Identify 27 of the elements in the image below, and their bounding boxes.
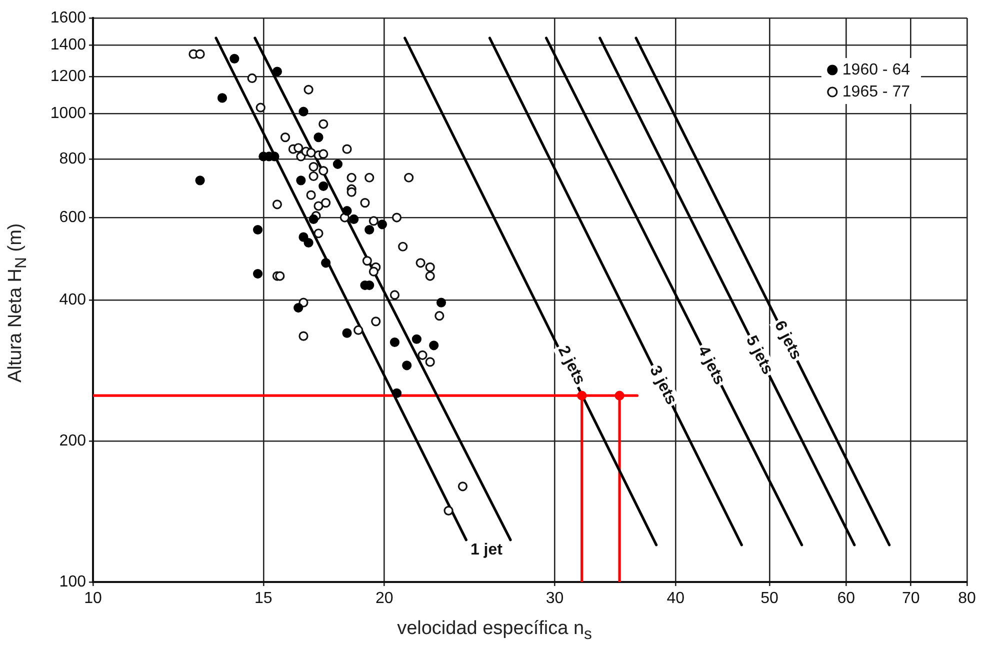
annotation: 1 jet	[470, 541, 504, 558]
y-tick-label: 200	[59, 432, 86, 450]
annotation: 3 jets	[646, 363, 680, 408]
legend-label: 1960 - 64	[842, 61, 910, 78]
x-tick-label: 60	[837, 590, 856, 608]
y-tick-label: 400	[59, 291, 86, 308]
y-tick-label: 1200	[50, 68, 86, 85]
y-tick-label: 1000	[50, 105, 86, 122]
x-tick-label: 20	[375, 590, 394, 608]
y-tick-label: 100	[59, 573, 86, 590]
y-tick-label: 800	[59, 150, 86, 168]
y-tick-label: 1600	[50, 9, 86, 26]
legend-label: 1965 - 77	[842, 83, 910, 100]
annotation: 2 jets	[554, 343, 588, 388]
x-tick-label: 40	[666, 590, 685, 608]
annotation: 4 jets	[694, 343, 728, 388]
x-tick-label: 50	[760, 590, 778, 608]
x-tick-label: 15	[254, 590, 272, 608]
x-tick-label: 10	[84, 590, 102, 608]
x-tick-label: 70	[902, 590, 920, 608]
annotation: 5 jets	[742, 333, 776, 378]
y-tick-label: 1400	[50, 36, 86, 54]
x-tick-label: 80	[958, 590, 976, 608]
x-axis-title: velocidad específica n$_{s}$	[396, 618, 593, 644]
x-tick-label: 30	[546, 590, 564, 608]
y-tick-label: 600	[59, 208, 86, 226]
annotation: 6 jets	[770, 318, 805, 362]
